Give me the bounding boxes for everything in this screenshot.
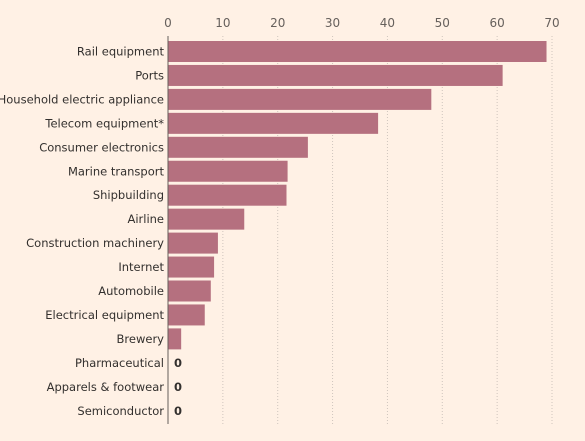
- bar: [168, 328, 182, 350]
- x-tick-label: 50: [435, 16, 450, 30]
- bar: [168, 256, 215, 278]
- category-label: Apparels & footwear: [47, 380, 165, 394]
- x-axis-tick-labels: 0 10 20 30 40 50 60 70: [164, 16, 559, 30]
- x-tick-label: 10: [215, 16, 230, 30]
- category-label: Marine transport: [68, 164, 165, 178]
- category-label: Automobile: [98, 284, 164, 298]
- x-tick-label: 0: [164, 16, 172, 30]
- category-label: Telecom equipment*: [44, 116, 164, 130]
- x-tick-label: 30: [325, 16, 340, 30]
- bar: [168, 304, 205, 326]
- x-tick-label: 60: [490, 16, 505, 30]
- category-label: Internet: [118, 260, 164, 274]
- category-label: Shipbuilding: [93, 188, 164, 202]
- bar-value-label: 0: [174, 356, 182, 370]
- bar: [168, 160, 288, 182]
- x-tick-label: 20: [270, 16, 285, 30]
- bar: [168, 88, 432, 110]
- x-tick-label: 40: [380, 16, 395, 30]
- bar: [168, 64, 503, 86]
- category-label: Construction machinery: [26, 236, 164, 250]
- bar: [168, 41, 547, 62]
- bar: [168, 232, 218, 254]
- bar-value-label: 0: [174, 380, 182, 394]
- x-tick-label: 70: [544, 16, 559, 30]
- category-label: Brewery: [117, 332, 165, 346]
- bar: [168, 208, 245, 230]
- category-label: Household electric appliance: [0, 92, 164, 106]
- bars: 0 0 0: [168, 41, 547, 418]
- category-label: Consumer electronics: [39, 140, 164, 154]
- category-label: Pharmaceutical: [75, 356, 164, 370]
- category-label: Semiconductor: [77, 404, 164, 418]
- bar: [168, 184, 287, 206]
- bar: [168, 280, 211, 302]
- bar-value-label: 0: [174, 404, 182, 418]
- category-label: Electrical equipment: [45, 308, 164, 322]
- category-label: Rail equipment: [77, 45, 165, 59]
- bar: [168, 112, 379, 134]
- category-label: Ports: [135, 68, 164, 82]
- bar: [168, 136, 308, 158]
- category-labels: Rail equipment Ports Household electric ap…: [0, 45, 164, 418]
- category-label: Airline: [127, 212, 164, 226]
